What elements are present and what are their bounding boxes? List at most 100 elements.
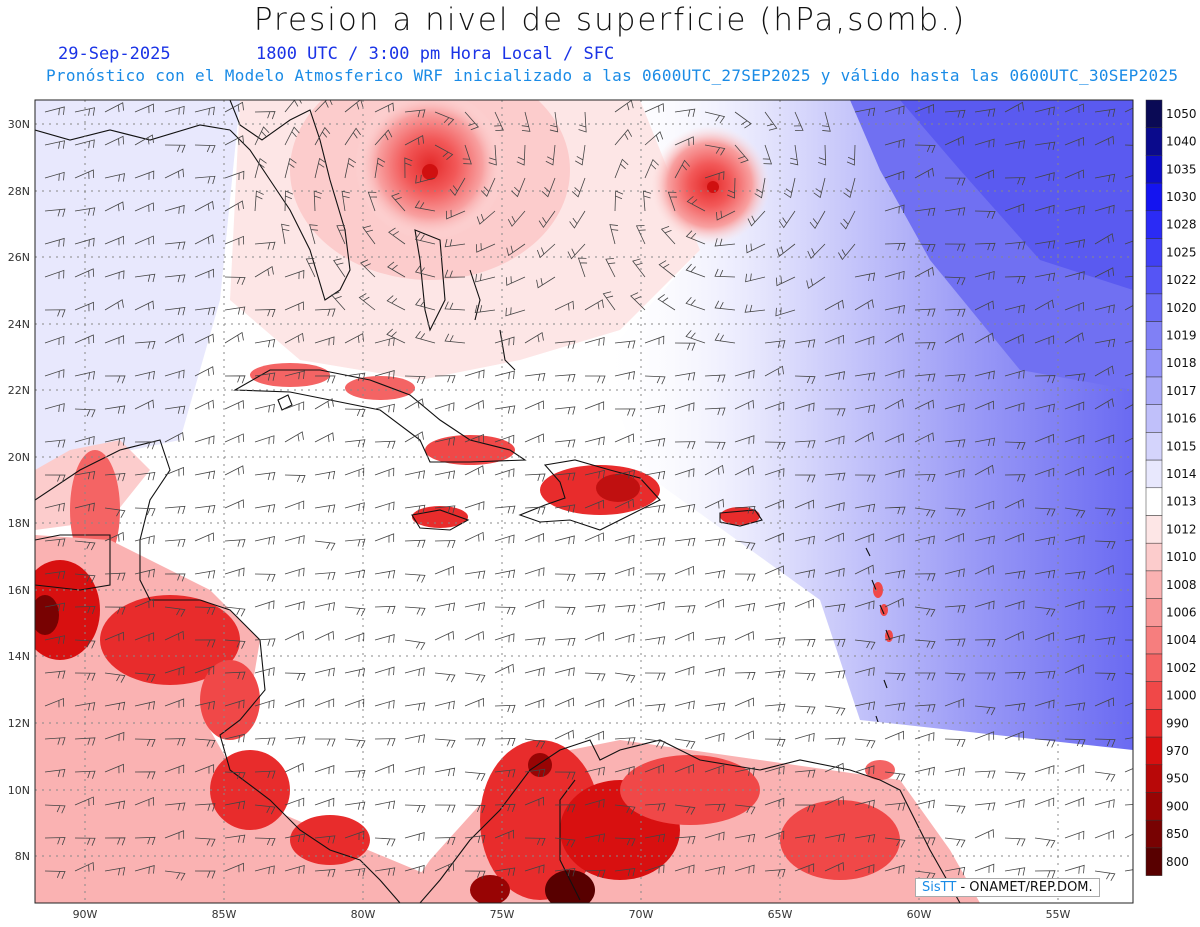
wind-barb xyxy=(434,738,456,748)
colorbar-label: 1012 xyxy=(1166,522,1197,536)
wind-barb xyxy=(194,570,216,579)
wind-barb xyxy=(1004,241,1026,250)
wind-barb xyxy=(884,332,904,344)
graticule xyxy=(35,100,1133,903)
wind-barb xyxy=(194,200,214,212)
wind-barb xyxy=(164,168,185,179)
wind-barb xyxy=(944,767,966,776)
wind-barb xyxy=(854,431,874,443)
wind-barb xyxy=(1124,372,1133,377)
wind-barb xyxy=(194,470,216,480)
wind-barb xyxy=(734,672,756,681)
wind-barb xyxy=(1064,169,1085,180)
wind-barb xyxy=(714,238,736,247)
wind-barb xyxy=(404,766,425,776)
wind-barb xyxy=(944,698,965,708)
wind-barb xyxy=(884,398,904,410)
wind-barb xyxy=(415,298,436,311)
wind-barb xyxy=(1124,869,1133,872)
wind-barb xyxy=(434,837,456,846)
wind-barb xyxy=(554,637,576,647)
wind-barb xyxy=(314,157,327,179)
wind-barb xyxy=(734,111,752,129)
colorbar-swatch xyxy=(1145,847,1163,876)
wind-barb xyxy=(134,103,155,114)
wind-barb xyxy=(914,766,935,776)
colorbar-swatch xyxy=(1145,321,1163,350)
wind-barb xyxy=(1004,731,1025,741)
wind-barb xyxy=(944,373,966,383)
wind-barb xyxy=(104,606,126,615)
wind-barb xyxy=(254,190,264,212)
wind-barb xyxy=(974,464,994,476)
wind-barb xyxy=(336,224,346,245)
lon-label: 85W xyxy=(212,908,237,921)
wind-barb xyxy=(584,499,605,510)
wind-barb xyxy=(475,243,496,253)
wind-barb xyxy=(944,605,966,614)
wind-barb xyxy=(254,435,275,445)
wind-barb xyxy=(854,533,875,543)
wind-barb xyxy=(674,764,695,774)
wind-barb xyxy=(44,439,66,448)
wind-barb xyxy=(505,307,526,317)
wind-barb xyxy=(734,767,756,776)
wind-barb xyxy=(794,834,816,843)
wind-barb xyxy=(284,190,294,212)
wind-barb xyxy=(674,631,695,642)
wind-barb xyxy=(404,398,424,410)
wind-barb xyxy=(164,274,186,283)
wind-barb xyxy=(704,831,725,841)
wind-barb xyxy=(134,701,155,710)
wind-barb xyxy=(314,100,333,113)
wind-barb xyxy=(464,738,486,747)
wind-barb xyxy=(404,573,426,583)
wind-barb xyxy=(404,109,426,118)
wind-barb xyxy=(1124,437,1133,443)
wind-barb xyxy=(404,702,426,711)
colorbar-label: 1019 xyxy=(1166,328,1197,342)
wind-barb xyxy=(344,439,366,448)
wind-barb xyxy=(762,144,773,165)
colorbar-label: 950 xyxy=(1166,772,1189,786)
colorbar-label: 1010 xyxy=(1166,550,1197,564)
wind-barb xyxy=(794,804,816,813)
wind-barb xyxy=(1064,332,1084,344)
wind-barb xyxy=(194,606,216,616)
wind-barb xyxy=(314,470,336,480)
wind-barb xyxy=(1094,564,1115,575)
colorbar-swatch xyxy=(1145,265,1163,295)
wind-barb xyxy=(344,157,357,179)
wind-barb xyxy=(464,111,479,131)
wind-barb xyxy=(536,243,556,259)
wind-barb xyxy=(674,402,695,412)
wind-barb xyxy=(464,433,485,444)
wind-barb xyxy=(104,800,126,810)
wind-barb xyxy=(1004,837,1026,847)
wind-barb xyxy=(254,265,274,278)
wind-barb xyxy=(734,804,756,815)
wind-barb xyxy=(74,861,95,872)
wind-barb xyxy=(284,370,305,380)
wind-barb xyxy=(614,633,635,643)
wind-barb xyxy=(577,257,588,278)
wind-barb xyxy=(344,606,366,617)
wind-barb xyxy=(794,375,816,385)
wind-barb xyxy=(224,499,245,509)
wind-barb xyxy=(914,373,936,382)
wind-barb xyxy=(404,470,426,479)
wind-barb xyxy=(806,276,826,289)
wind-barb xyxy=(974,565,995,575)
wind-barb xyxy=(764,365,784,377)
wind-barb xyxy=(464,771,486,782)
wind-barb xyxy=(776,243,796,258)
wind-barb xyxy=(944,439,966,448)
wind-barb xyxy=(614,534,635,544)
colorbar-swatch xyxy=(1145,626,1163,655)
colorbar-swatch xyxy=(1145,127,1163,156)
wind-barb xyxy=(884,837,906,848)
wind-barb xyxy=(1124,404,1133,410)
wind-barb xyxy=(134,273,156,283)
lon-label: 90W xyxy=(73,908,98,921)
